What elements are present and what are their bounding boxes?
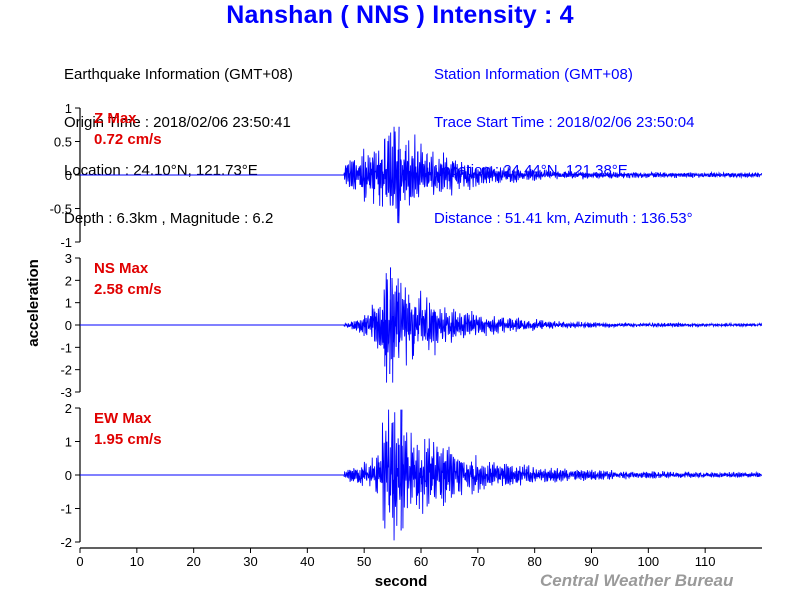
panel-max-value-2: 1.95 cm/s	[94, 431, 162, 448]
distance-azimuth: Distance : 51.41 km, Azimuth : 136.53°	[434, 210, 693, 227]
trace-peak-2	[400, 409, 403, 531]
x-tick-label-11: 110	[695, 554, 716, 569]
station-info-heading: Station Information (GMT+08)	[434, 66, 633, 83]
y-tick-label-1-0: 3	[65, 251, 72, 266]
y-tick-label-1-6: -3	[60, 385, 72, 400]
x-tick-label-7: 70	[471, 554, 485, 569]
y-tick-label-2-2: 0	[65, 468, 72, 483]
x-axis-label: second	[375, 573, 428, 590]
y-tick-label-2-4: -2	[60, 535, 72, 550]
x-tick-label-3: 30	[243, 554, 257, 569]
y-tick-label-1-5: -2	[60, 363, 72, 378]
panel-max-label-2: EW Max	[94, 410, 152, 427]
x-tick-label-6: 60	[414, 554, 428, 569]
trace-line-2	[80, 409, 762, 541]
x-tick-label-9: 90	[584, 554, 598, 569]
earthquake-info-block: Earthquake Information (GMT+08) Origin T…	[64, 35, 293, 243]
y-axis-label: acceleration	[25, 259, 42, 347]
y-tick-label-0-2: 0	[65, 168, 72, 183]
x-tick-label-0: 0	[76, 554, 83, 569]
y-tick-label-2-1: 1	[65, 435, 72, 450]
y-tick-label-1-3: 0	[65, 318, 72, 333]
y-tick-label-2-0: 2	[65, 401, 72, 416]
y-tick-label-1-2: 1	[65, 296, 72, 311]
y-tick-label-0-0: 1	[65, 101, 72, 116]
trace-line-0	[80, 126, 763, 224]
trace-peak-0	[397, 126, 400, 217]
depth-magnitude: Depth : 6.3km , Magnitude : 6.2	[64, 210, 274, 227]
y-tick-label-0-1: 0.5	[54, 135, 72, 150]
trace-start-time: Trace Start Time : 2018/02/06 23:50:04	[434, 114, 695, 131]
y-tick-label-1-4: -1	[60, 340, 72, 355]
panel-max-label-1: NS Max	[94, 260, 149, 277]
x-tick-label-8: 80	[527, 554, 541, 569]
y-tick-label-0-3: -0.5	[50, 202, 72, 217]
y-tick-label-2-3: -1	[60, 502, 72, 517]
panel-max-value-1: 2.58 cm/s	[94, 281, 162, 298]
y-tick-label-1-1: 2	[65, 273, 72, 288]
chart-title: Nanshan ( NNS ) Intensity : 4	[226, 1, 574, 29]
trace-peak-1	[389, 267, 392, 374]
panel-max-label-0: Z Max	[94, 110, 137, 127]
origin-time: Origin Time : 2018/02/06 23:50:41	[64, 114, 291, 131]
x-tick-label-4: 40	[300, 554, 314, 569]
x-tick-label-2: 20	[186, 554, 200, 569]
trace-line-1	[80, 273, 763, 383]
y-tick-label-0-4: -1	[60, 235, 72, 250]
credit-label: Central Weather Bureau	[540, 571, 734, 590]
x-tick-label-1: 10	[130, 554, 144, 569]
x-tick-label-5: 50	[357, 554, 371, 569]
earthquake-info-heading: Earthquake Information (GMT+08)	[64, 66, 293, 83]
panel-max-value-0: 0.72 cm/s	[94, 131, 162, 148]
x-tick-label-10: 100	[637, 554, 659, 569]
